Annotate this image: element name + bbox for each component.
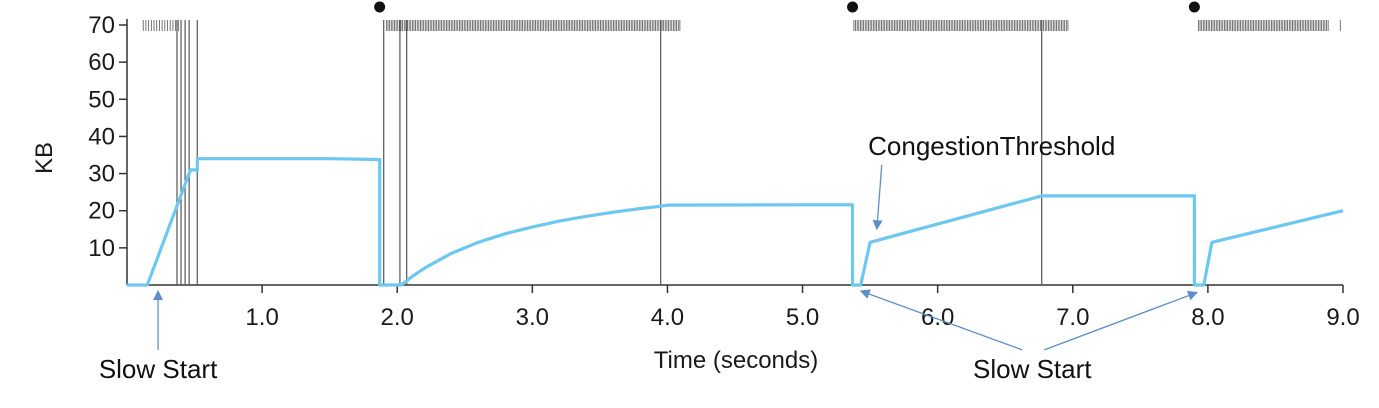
x-tick-label: 7.0 [1056, 304, 1089, 331]
annotation-label: CongestionThreshold [868, 131, 1115, 161]
x-tick-label: 3.0 [516, 304, 549, 331]
annotation-label: Slow Start [99, 354, 218, 384]
annotation-arrow [859, 289, 1023, 351]
annotation-arrow [1044, 290, 1199, 351]
x-tick-label: 8.0 [1191, 304, 1224, 331]
y-axis-title: KB [31, 142, 58, 174]
y-tick-label: 20 [88, 198, 115, 225]
y-tick-label: 50 [88, 86, 115, 113]
x-tick-label: 1.0 [245, 304, 278, 331]
loss-dot [1188, 1, 1200, 13]
x-axis-title: Time (seconds) [654, 347, 818, 374]
x-tick-label: 5.0 [786, 304, 819, 331]
cwnd-line [127, 157, 1344, 287]
x-tick-label: 9.0 [1326, 304, 1359, 331]
loss-dot [847, 1, 859, 13]
y-tick-label: 40 [88, 123, 115, 150]
annotations: Slow Start CongestionThreshold Slow Start [99, 131, 1199, 384]
loss-dot [374, 1, 386, 13]
x-tick-label: 6.0 [921, 304, 954, 331]
y-tick-label: 30 [88, 161, 115, 188]
axes: 10 20 30 40 50 60 70 1.0 2.0 3.0 4.0 5.0 6.0 7.0 8.0 9.… [88, 12, 1359, 331]
x-tick-label: 4.0 [651, 304, 684, 331]
timeout-marks [142, 1, 1341, 285]
y-tick-label: 10 [88, 235, 115, 262]
annotation-label: Slow Start [973, 354, 1092, 384]
annotation-arrow [872, 164, 883, 231]
series-group [127, 157, 1344, 287]
y-tick-label: 60 [88, 49, 115, 76]
x-tick-label: 2.0 [381, 304, 414, 331]
y-tick-label: 70 [88, 12, 115, 39]
